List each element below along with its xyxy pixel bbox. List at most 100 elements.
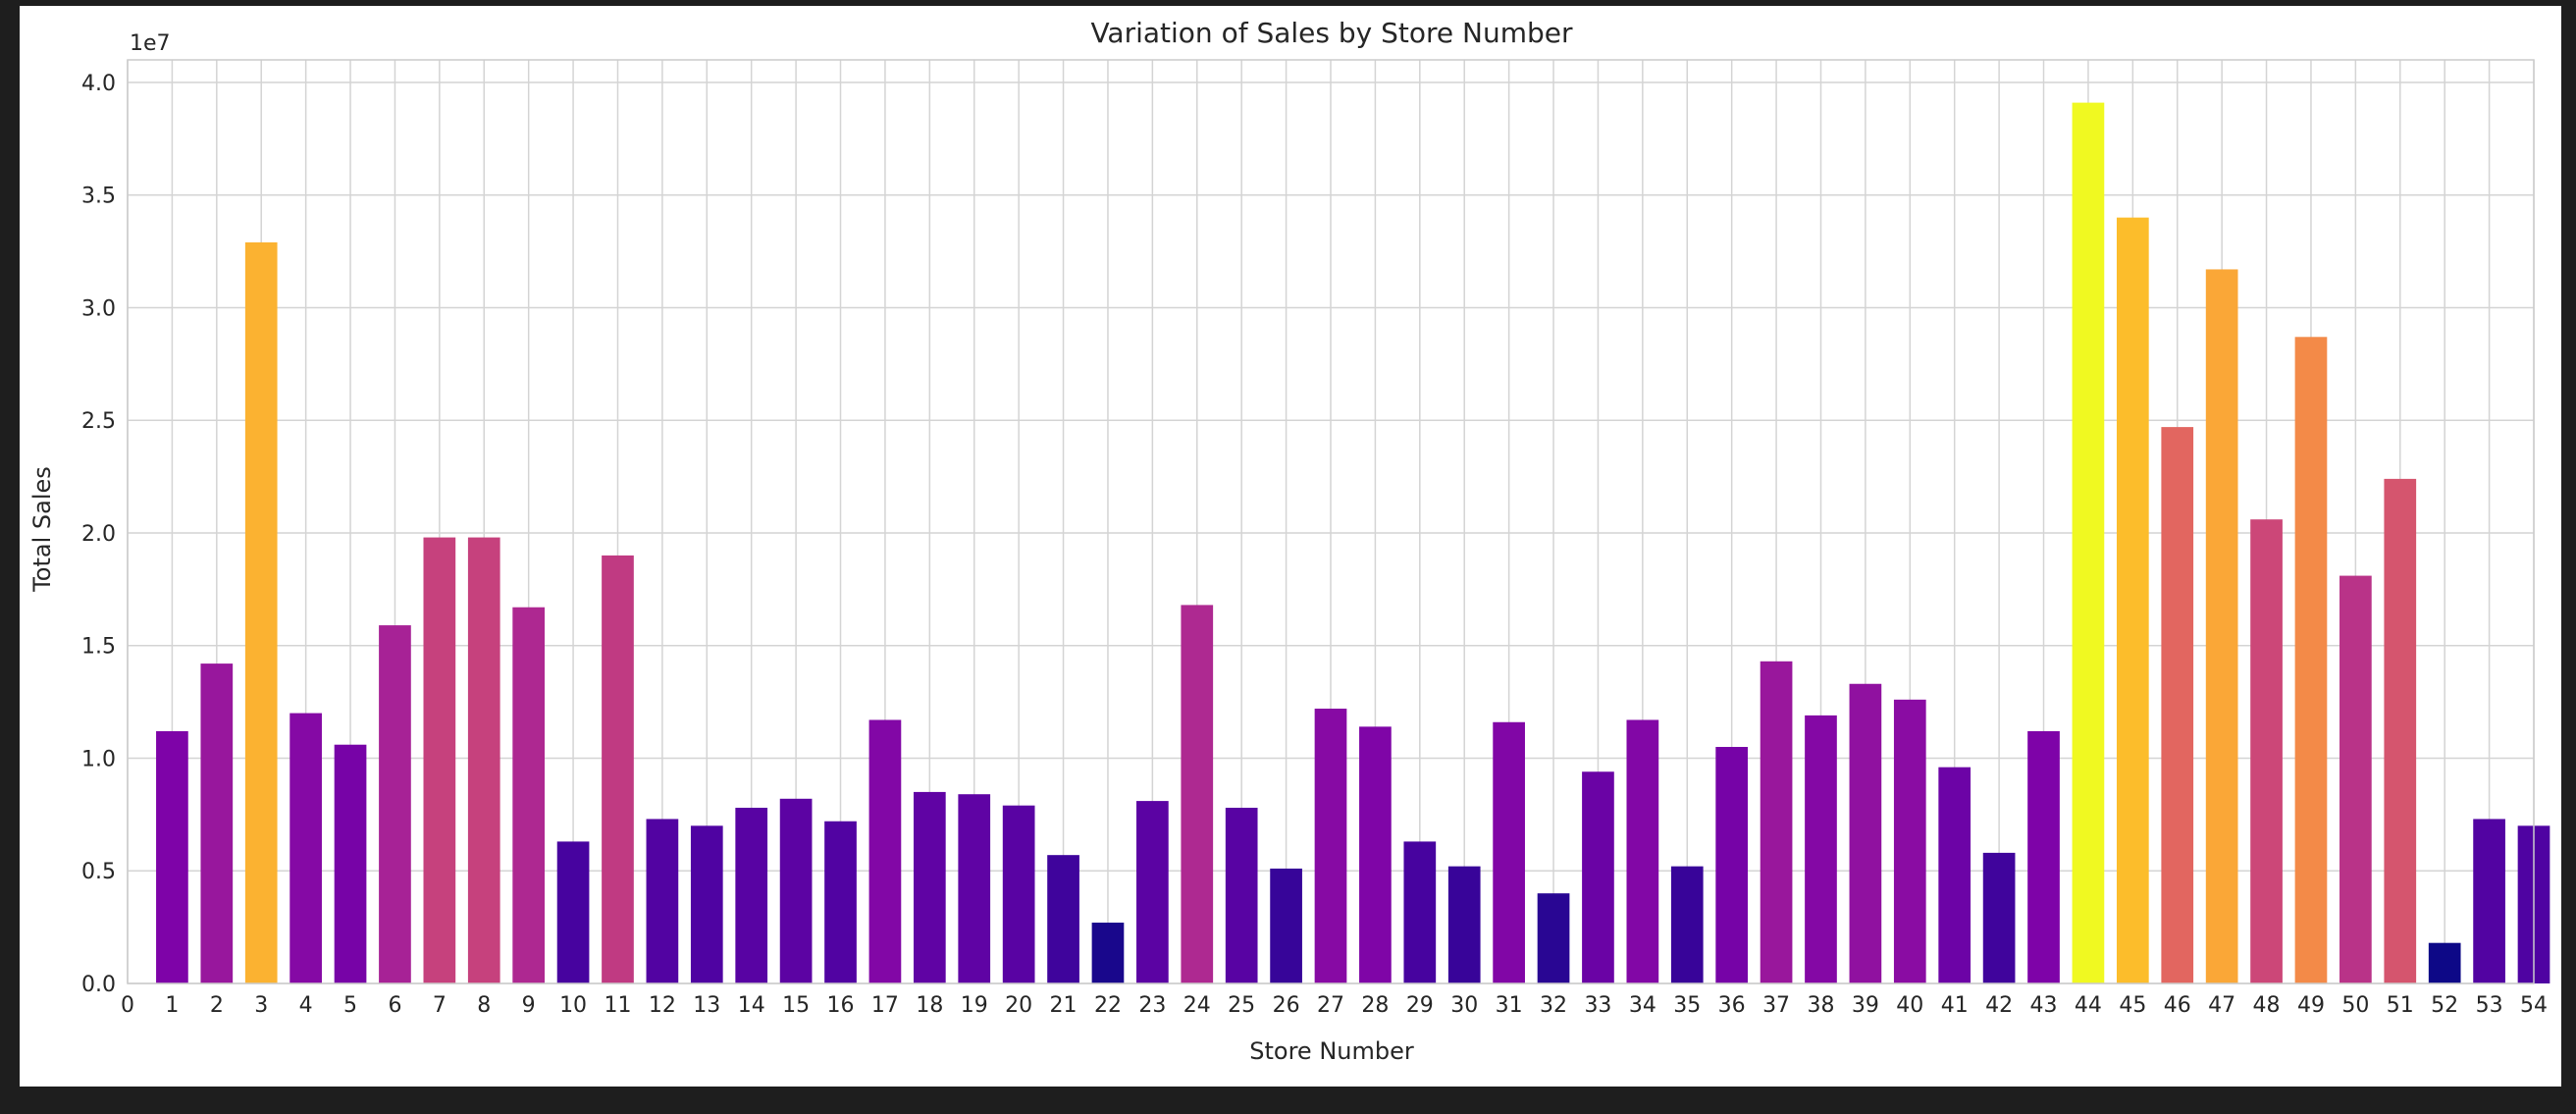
bar-store-18 xyxy=(913,791,946,983)
x-tick-label: 0 xyxy=(121,993,134,1018)
bar-store-49 xyxy=(2294,337,2328,983)
chart-panel: 0 1 2 3 4 5 6 7 8 9 10 11 12 13 14 15 16 17 18 19 20 21 22 23 24… xyxy=(20,6,2561,1087)
bar-store-3 xyxy=(244,241,278,983)
y-tick-label: 3.0 xyxy=(81,296,116,321)
x-tick-label: 28 xyxy=(1361,993,1389,1018)
x-tick-label: 35 xyxy=(1673,993,1701,1018)
x-tick-label: 30 xyxy=(1450,993,1478,1018)
x-tick-label: 21 xyxy=(1050,993,1078,1018)
bar-store-32 xyxy=(1537,893,1570,983)
x-tick-label: 18 xyxy=(916,993,943,1018)
bar-store-14 xyxy=(735,807,768,983)
x-tick-label: 16 xyxy=(827,993,855,1018)
x-tick-label: 10 xyxy=(559,993,587,1018)
y-axis-offset-label: 1e7 xyxy=(130,31,171,56)
bar-store-38 xyxy=(1805,715,1837,983)
bar-store-7 xyxy=(423,537,456,983)
bar-store-52 xyxy=(2428,942,2461,983)
bar-store-27 xyxy=(1314,708,1347,983)
x-tick-label: 45 xyxy=(2119,993,2146,1018)
bar-store-35 xyxy=(1670,866,1704,983)
x-tick-label: 44 xyxy=(2075,993,2102,1018)
bar-store-9 xyxy=(512,607,546,983)
bar-store-28 xyxy=(1359,726,1392,983)
bar-store-34 xyxy=(1626,719,1659,983)
bar-store-48 xyxy=(2250,519,2283,983)
x-tick-label: 49 xyxy=(2297,993,2325,1018)
bar-store-12 xyxy=(646,819,679,983)
x-tick-label: 4 xyxy=(299,993,313,1018)
x-tick-label: 29 xyxy=(1406,993,1434,1018)
sales-bar-chart: 0 1 2 3 4 5 6 7 8 9 10 11 12 13 14 15 16 17 18 19 20 21 22 23 24… xyxy=(28,17,2550,1065)
x-tick-label: 48 xyxy=(2253,993,2281,1018)
bar-store-33 xyxy=(1582,771,1614,983)
x-tick-label: 31 xyxy=(1496,993,1523,1018)
x-tick-label: 50 xyxy=(2341,993,2369,1018)
bar-store-45 xyxy=(2116,217,2149,983)
y-tick-label: 4.0 xyxy=(81,72,116,96)
x-tick-label: 3 xyxy=(254,993,268,1018)
bar-store-36 xyxy=(1715,747,1749,983)
x-tick-label: 22 xyxy=(1094,993,1122,1018)
x-tick-label: 43 xyxy=(2030,993,2058,1018)
x-tick-label: 25 xyxy=(1228,993,1255,1018)
x-tick-label: 11 xyxy=(604,993,631,1018)
y-tick-label: 0.5 xyxy=(81,860,116,884)
x-tick-label: 33 xyxy=(1584,993,1611,1018)
x-tick-label: 42 xyxy=(1985,993,2013,1018)
x-tick-label: 38 xyxy=(1807,993,1834,1018)
bar-store-1 xyxy=(156,730,188,983)
bar-store-40 xyxy=(1893,699,1926,983)
y-tick-label: 0.0 xyxy=(81,973,116,997)
bar-store-19 xyxy=(958,794,991,983)
x-tick-label: 7 xyxy=(433,993,447,1018)
y-tick-label: 1.5 xyxy=(81,635,116,660)
chart-title: Variation of Sales by Store Number xyxy=(1090,17,1573,49)
x-tick-label: 36 xyxy=(1718,993,1746,1018)
y-tick-label: 3.5 xyxy=(81,185,116,209)
x-tick-label: 26 xyxy=(1273,993,1300,1018)
bar-store-51 xyxy=(2384,478,2417,983)
x-tick-label: 19 xyxy=(961,993,988,1018)
y-tick-label: 2.5 xyxy=(81,409,116,434)
x-tick-label: 51 xyxy=(2387,993,2414,1018)
bar-store-41 xyxy=(1938,767,1971,983)
x-tick-label: 40 xyxy=(1896,993,1923,1018)
x-tick-label: 8 xyxy=(477,993,491,1018)
bar-store-4 xyxy=(289,713,322,983)
bar-store-23 xyxy=(1136,801,1169,983)
bar-store-39 xyxy=(1849,683,1882,983)
bar-store-24 xyxy=(1181,605,1214,983)
bar-store-43 xyxy=(2027,730,2060,983)
bar-store-31 xyxy=(1493,721,1525,983)
x-tick-label: 39 xyxy=(1852,993,1879,1018)
x-tick-label: 52 xyxy=(2431,993,2458,1018)
bar-store-6 xyxy=(379,625,411,983)
x-tick-label: 46 xyxy=(2164,993,2191,1018)
tick-labels: 0 1 2 3 4 5 6 7 8 9 10 11 12 13 14 15 16 17 18 19 20 21 22 23 24… xyxy=(81,72,2548,1018)
bar-store-50 xyxy=(2339,575,2372,983)
x-tick-label: 13 xyxy=(693,993,720,1018)
bar-store-10 xyxy=(556,841,590,983)
plot-frame xyxy=(127,59,2535,984)
x-tick-label: 15 xyxy=(782,993,810,1018)
x-tick-label: 27 xyxy=(1317,993,1344,1018)
x-tick-label: 47 xyxy=(2208,993,2235,1018)
y-tick-label: 2.0 xyxy=(81,522,116,547)
y-tick-label: 1.0 xyxy=(81,747,116,771)
bar-store-25 xyxy=(1225,807,1258,983)
bars xyxy=(156,102,2550,984)
bar-store-29 xyxy=(1403,841,1437,983)
bar-store-53 xyxy=(2473,819,2505,983)
bar-store-42 xyxy=(1982,852,2016,983)
bar-store-30 xyxy=(1447,866,1481,983)
x-tick-label: 53 xyxy=(2476,993,2503,1018)
bar-store-17 xyxy=(868,719,902,983)
x-tick-label: 41 xyxy=(1941,993,1969,1018)
x-tick-label: 17 xyxy=(871,993,899,1018)
x-tick-label: 37 xyxy=(1762,993,1790,1018)
bar-store-13 xyxy=(690,825,723,983)
bar-store-47 xyxy=(2205,269,2238,983)
bar-store-15 xyxy=(779,798,813,983)
x-tick-label: 24 xyxy=(1183,993,1211,1018)
